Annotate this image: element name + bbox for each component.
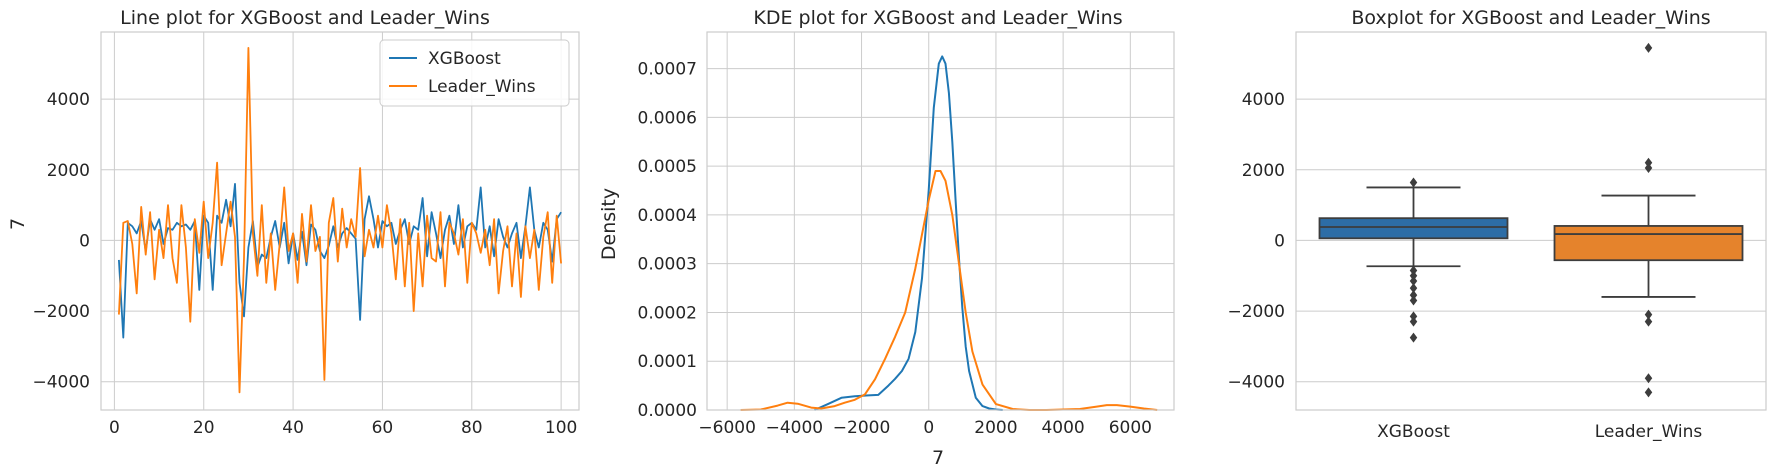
y-tick-label: 0.0000: [638, 401, 697, 421]
y-tick-label: 2000: [47, 161, 90, 181]
kde-plot-frame: [706, 31, 1175, 411]
x-tick-label: 100: [545, 418, 577, 438]
outlier-point: [1409, 265, 1418, 276]
y-tick-label: 4000: [47, 90, 90, 110]
legend: XGBoost Leader_Wins: [379, 39, 570, 107]
outlier-point: [1644, 157, 1653, 168]
y-tick-label: 0: [79, 231, 90, 251]
x-tick-label: 40: [282, 418, 304, 438]
kde-plot-panel: KDE plot for XGBoost and Leader_Wins Den…: [598, 7, 1175, 469]
boxplot-frame: [1295, 31, 1767, 411]
x-tick-label: −2000: [833, 418, 891, 438]
y-tick-label: 0.0004: [638, 206, 697, 226]
x-tick-label: 20: [193, 418, 215, 438]
y-tick-label: 0.0005: [638, 157, 697, 177]
box-leader-wins: [1553, 42, 1744, 398]
legend-label-xgboost: XGBoost: [428, 49, 501, 69]
y-tick-label: 4000: [1242, 90, 1285, 110]
outlier-point: [1409, 290, 1418, 301]
outlier-point: [1409, 311, 1418, 322]
outlier-point: [1644, 309, 1653, 320]
x-tick-label: −4000: [766, 418, 824, 438]
kde-plot-title: KDE plot for XGBoost and Leader_Wins: [753, 7, 1122, 29]
y-tick-label: −2000: [32, 302, 90, 322]
x-tick-label: XGBoost: [1377, 422, 1450, 442]
outlier-point: [1409, 283, 1418, 294]
y-tick-label: 0.0003: [638, 255, 697, 275]
box-iqr: [1318, 217, 1509, 240]
outlier-point: [1409, 276, 1418, 287]
outlier-point: [1644, 163, 1653, 174]
line-plot-ylabel: 7: [7, 218, 29, 230]
box-iqr: [1553, 225, 1744, 262]
x-tick-label: 0: [109, 418, 120, 438]
y-tick-label: 0.0001: [638, 352, 697, 372]
outlier-point: [1409, 295, 1418, 306]
x-tick-label: 2000: [974, 418, 1017, 438]
line-plot-title: Line plot for XGBoost and Leader_Wins: [120, 7, 490, 29]
y-tick-label: −2000: [1227, 302, 1285, 322]
x-tick-label: Leader_Wins: [1595, 422, 1703, 442]
series-line-leader-wins: [118, 47, 562, 394]
legend-box: [379, 39, 570, 107]
x-tick-label: 6000: [1109, 418, 1152, 438]
kde-plot-ylabel: Density: [598, 188, 620, 260]
outlier-point: [1409, 316, 1418, 327]
legend-label-leader-wins: Leader_Wins: [428, 77, 536, 97]
y-tick-label: −4000: [32, 373, 90, 393]
boxplot-panel: Boxplot for XGBoost and Leader_Wins −400…: [1227, 7, 1767, 442]
outlier-point: [1644, 387, 1653, 398]
line-plot-frame: [100, 31, 580, 411]
x-tick-label: 60: [372, 418, 394, 438]
kde-curve-xgboost: [814, 55, 1003, 411]
line-plot-panel: Line plot for XGBoost and Leader_Wins 7 …: [7, 7, 580, 438]
y-tick-label: 0.0002: [638, 303, 697, 323]
outlier-point: [1644, 316, 1653, 327]
y-tick-label: 0: [1274, 231, 1285, 251]
y-tick-label: 0.0007: [638, 60, 697, 80]
outlier-point: [1409, 270, 1418, 281]
y-tick-label: −4000: [1227, 373, 1285, 393]
series-line-xgboost: [118, 182, 562, 339]
kde-plot-xlabel: 7: [932, 447, 944, 469]
outlier-point: [1409, 332, 1418, 343]
boxplot-title: Boxplot for XGBoost and Leader_Wins: [1351, 7, 1710, 29]
x-tick-label: 0: [923, 418, 934, 438]
box-xgboost: [1318, 177, 1509, 343]
x-tick-label: 80: [461, 418, 483, 438]
y-tick-label: 0.0006: [638, 108, 697, 128]
outlier-point: [1644, 373, 1653, 384]
outlier-point: [1644, 42, 1653, 53]
kde-curve-leader-wins: [740, 170, 1158, 411]
y-tick-label: 2000: [1242, 161, 1285, 181]
outlier-point: [1409, 177, 1418, 188]
x-tick-label: 4000: [1041, 418, 1084, 438]
x-tick-label: −6000: [698, 418, 756, 438]
